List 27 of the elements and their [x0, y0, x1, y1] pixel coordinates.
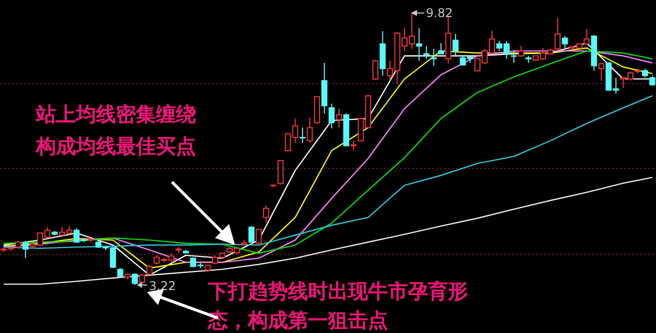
- candlestick: [423, 45, 430, 60]
- candlestick: [554, 17, 561, 51]
- candlestick: [416, 28, 422, 62]
- candlestick: [430, 48, 437, 66]
- candlestick: [336, 108, 342, 128]
- candlestick: [299, 127, 306, 144]
- candlestick: [372, 59, 378, 80]
- candlestick: [22, 240, 29, 259]
- candlestick: [263, 204, 270, 223]
- candlestick: [642, 68, 648, 78]
- candlestick: [452, 34, 459, 56]
- annotation: 站上均线密集缠绕构成均线最佳买点: [35, 102, 196, 158]
- candlestick: [306, 117, 313, 144]
- annotation: 9.82: [426, 6, 453, 20]
- candlestick: [248, 226, 254, 243]
- candlestick: [328, 103, 335, 129]
- candlestick: [350, 140, 357, 152]
- candlestick: [438, 42, 444, 54]
- annotation: 下打趋势线时出现牛市孕育形态，构成第一狙击点: [207, 279, 468, 332]
- annotation: 3.22: [149, 279, 176, 293]
- candlestick: [132, 272, 138, 286]
- candlestick: [649, 75, 656, 86]
- candlestick: [598, 62, 604, 82]
- candlestick: [256, 228, 262, 245]
- candlestick: [562, 36, 568, 49]
- candlestick: [510, 50, 517, 64]
- candlestick: [278, 160, 284, 185]
